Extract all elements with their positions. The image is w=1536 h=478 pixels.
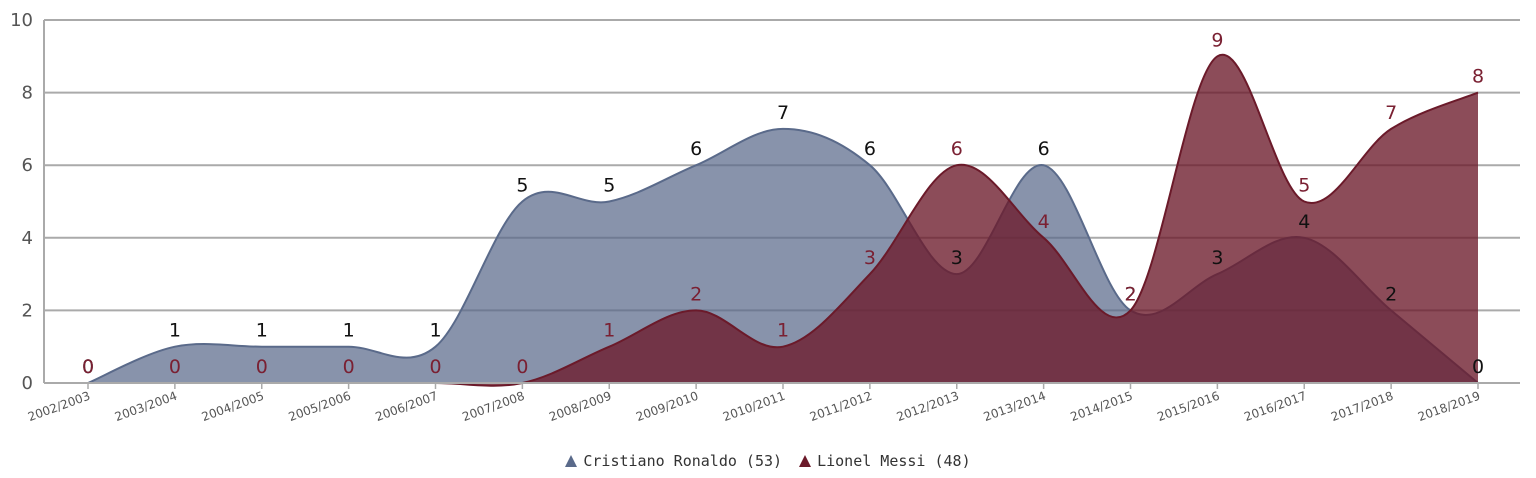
data-label: 4 (1038, 211, 1050, 233)
data-label: 0 (343, 356, 355, 378)
data-label: 3 (1211, 247, 1223, 269)
x-tick-label: 2008/2009 (547, 389, 613, 424)
x-tick-label: 2011/2012 (808, 389, 874, 424)
legend-label-ronaldo: Cristiano Ronaldo (53) (583, 452, 783, 470)
data-label: 3 (864, 247, 876, 269)
x-tick-label: 2002/2003 (26, 389, 92, 424)
x-tick-label: 2009/2010 (634, 389, 700, 424)
data-label: 6 (1038, 138, 1050, 160)
y-tick-label: 4 (22, 228, 33, 249)
x-tick-label: 2012/2013 (895, 389, 961, 424)
data-label: 2 (690, 283, 702, 305)
x-tick-label: 2013/2014 (982, 389, 1048, 424)
x-tick-label: 2005/2006 (287, 389, 353, 424)
data-label: 9 (1211, 29, 1223, 51)
data-label: 7 (1385, 102, 1397, 124)
x-tick-label: 2004/2005 (200, 389, 266, 424)
y-tick-label: 2 (22, 300, 33, 321)
x-tick-label: 2010/2011 (721, 389, 787, 424)
x-tick-label: 2016/2017 (1242, 389, 1308, 424)
y-tick-label: 6 (22, 155, 33, 176)
x-tick-label: 2006/2007 (374, 389, 440, 424)
triangle-icon (799, 455, 812, 467)
y-tick-label: 0 (22, 373, 33, 394)
triangle-icon (565, 455, 578, 467)
data-label: 0 (169, 356, 181, 378)
data-label: 1 (777, 320, 789, 342)
legend-item-messi[interactable]: Lionel Messi (48) (799, 452, 971, 470)
data-label: 1 (603, 320, 615, 342)
data-label: 0 (82, 356, 94, 378)
y-tick-label: 8 (22, 83, 33, 104)
x-tick-label: 2017/2018 (1329, 389, 1395, 424)
legend-item-ronaldo[interactable]: Cristiano Ronaldo (53) (565, 452, 782, 470)
data-label: 0 (516, 356, 528, 378)
x-axis: 2002/2003 2003/2004 2004/2005 2005/2006 2006… (26, 382, 1520, 424)
x-tick-label: 2018/2019 (1416, 389, 1482, 424)
legend: Cristiano Ronaldo (53) Lionel Messi (48) (0, 452, 1536, 470)
data-label: 2 (1385, 283, 1397, 305)
data-label: 2 (1124, 283, 1136, 305)
x-tick-label: 2007/2008 (460, 389, 526, 424)
data-label: 1 (169, 320, 181, 342)
data-label: 8 (1472, 66, 1484, 88)
data-label: 6 (951, 138, 963, 160)
data-label: 5 (516, 175, 528, 197)
data-label: 0 (1472, 356, 1484, 378)
data-label: 0 (429, 356, 441, 378)
x-tick-label: 2014/2015 (1069, 389, 1135, 424)
data-label: 5 (1298, 175, 1310, 197)
data-label: 6 (864, 138, 876, 160)
data-label: 4 (1298, 211, 1310, 233)
y-axis: 0 2 4 6 8 10 (10, 10, 33, 394)
series-area-1 (88, 54, 1478, 386)
data-label: 3 (951, 247, 963, 269)
data-label: 2 (1124, 283, 1136, 305)
x-tick-label: 2003/2004 (113, 389, 179, 424)
data-label: 5 (603, 175, 615, 197)
data-label: 0 (82, 356, 94, 378)
x-tick-label: 2015/2016 (1155, 389, 1221, 424)
data-label: 1 (343, 320, 355, 342)
data-label: 7 (777, 102, 789, 124)
data-label: 6 (690, 138, 702, 160)
data-label: 0 (256, 356, 268, 378)
data-label: 1 (256, 320, 268, 342)
data-label: 1 (429, 320, 441, 342)
legend-label-messi: Lionel Messi (48) (817, 452, 971, 470)
y-tick-label: 10 (10, 10, 33, 31)
